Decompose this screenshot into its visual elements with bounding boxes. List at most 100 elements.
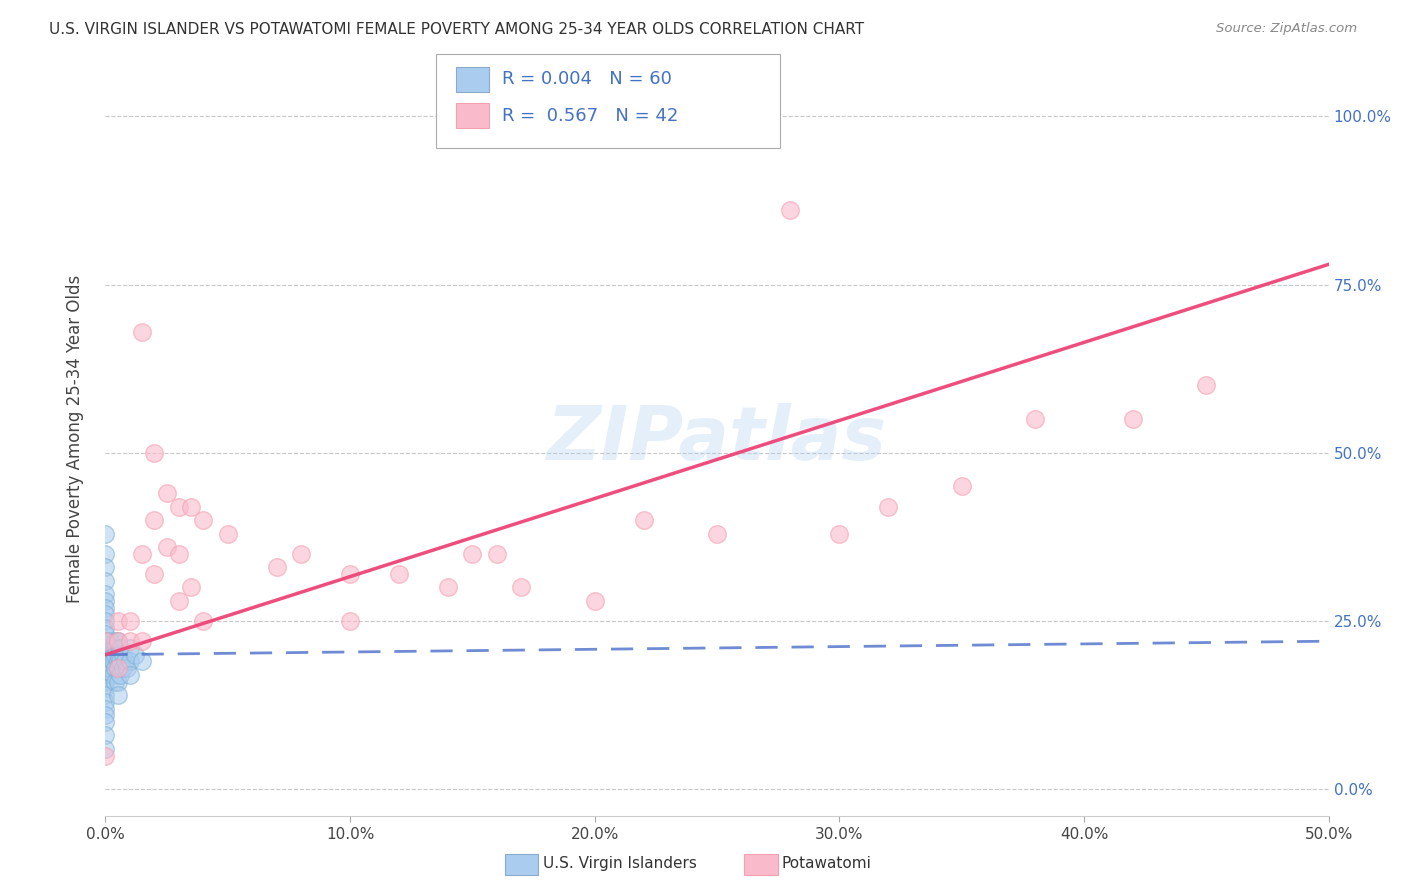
Point xyxy=(94,668,117,682)
Point xyxy=(143,566,166,581)
Point xyxy=(108,668,131,682)
Point xyxy=(94,681,117,696)
Point xyxy=(143,513,166,527)
Point xyxy=(118,640,141,655)
Point xyxy=(94,674,117,689)
Point xyxy=(437,580,460,594)
Point xyxy=(94,728,117,742)
Point xyxy=(510,580,533,594)
Text: R = 0.004   N = 60: R = 0.004 N = 60 xyxy=(502,70,672,88)
Point xyxy=(485,547,508,561)
Point xyxy=(94,574,117,588)
Point xyxy=(94,648,117,662)
Point xyxy=(706,526,728,541)
Point xyxy=(877,500,900,514)
Point xyxy=(101,654,124,668)
Point xyxy=(131,634,153,648)
Point xyxy=(104,648,127,662)
Point xyxy=(94,674,117,689)
Point xyxy=(98,634,121,648)
Point xyxy=(94,634,117,648)
Point xyxy=(339,566,361,581)
Point xyxy=(94,742,117,756)
Point xyxy=(94,634,117,648)
Text: R =  0.567   N = 42: R = 0.567 N = 42 xyxy=(502,107,678,125)
Point xyxy=(828,526,851,541)
Point xyxy=(101,640,124,655)
Point xyxy=(339,614,361,628)
Point xyxy=(94,526,117,541)
Point xyxy=(118,668,141,682)
Point xyxy=(107,661,129,675)
Point xyxy=(167,500,190,514)
Point xyxy=(461,547,484,561)
Point xyxy=(117,661,139,675)
Point xyxy=(94,640,117,655)
Point xyxy=(107,654,129,668)
Point xyxy=(94,607,117,622)
Point xyxy=(94,587,117,601)
Point xyxy=(107,634,129,648)
Point xyxy=(94,661,117,675)
Point xyxy=(118,634,141,648)
Point xyxy=(193,513,215,527)
Point xyxy=(111,648,134,662)
Point xyxy=(94,708,117,723)
Point xyxy=(180,500,202,514)
Point xyxy=(290,547,312,561)
Text: U.S. VIRGIN ISLANDER VS POTAWATOMI FEMALE POVERTY AMONG 25-34 YEAR OLDS CORRELAT: U.S. VIRGIN ISLANDER VS POTAWATOMI FEMAL… xyxy=(49,22,865,37)
Point xyxy=(131,547,153,561)
Point xyxy=(107,614,129,628)
Point xyxy=(107,661,129,675)
Point xyxy=(104,661,127,675)
Point xyxy=(131,325,153,339)
Point xyxy=(155,540,177,554)
Point xyxy=(94,695,117,709)
Point xyxy=(131,654,153,668)
Y-axis label: Female Poverty Among 25-34 Year Olds: Female Poverty Among 25-34 Year Olds xyxy=(66,276,84,603)
Point xyxy=(94,547,117,561)
Point xyxy=(94,654,117,668)
Point xyxy=(107,648,129,662)
Point xyxy=(94,560,117,574)
Point xyxy=(633,513,655,527)
Point xyxy=(94,621,117,635)
Point xyxy=(111,661,134,675)
Point xyxy=(108,640,131,655)
Point xyxy=(155,486,177,500)
Point xyxy=(98,648,121,662)
Point xyxy=(388,566,411,581)
Point xyxy=(94,701,117,715)
Point xyxy=(104,634,127,648)
Point xyxy=(94,600,117,615)
Point xyxy=(101,648,124,662)
Point xyxy=(180,580,202,594)
Point xyxy=(118,614,141,628)
Point xyxy=(108,654,131,668)
Point xyxy=(118,654,141,668)
Point xyxy=(143,446,166,460)
Point xyxy=(98,661,121,675)
Point xyxy=(94,668,117,682)
Point xyxy=(94,594,117,608)
Point xyxy=(94,748,117,763)
Point xyxy=(266,560,288,574)
Text: Potawatomi: Potawatomi xyxy=(782,856,872,871)
Point xyxy=(101,668,124,682)
Point xyxy=(217,526,239,541)
Point xyxy=(779,203,801,218)
Point xyxy=(583,594,606,608)
Point xyxy=(107,674,129,689)
Point xyxy=(1195,378,1218,392)
Point xyxy=(1122,412,1144,426)
Point xyxy=(124,648,146,662)
Point xyxy=(94,648,117,662)
Point xyxy=(94,714,117,729)
Text: Source: ZipAtlas.com: Source: ZipAtlas.com xyxy=(1216,22,1357,36)
Point xyxy=(94,661,117,675)
Point xyxy=(114,654,136,668)
Point xyxy=(104,640,127,655)
Point xyxy=(193,614,215,628)
Point xyxy=(94,627,117,641)
Point xyxy=(107,688,129,702)
